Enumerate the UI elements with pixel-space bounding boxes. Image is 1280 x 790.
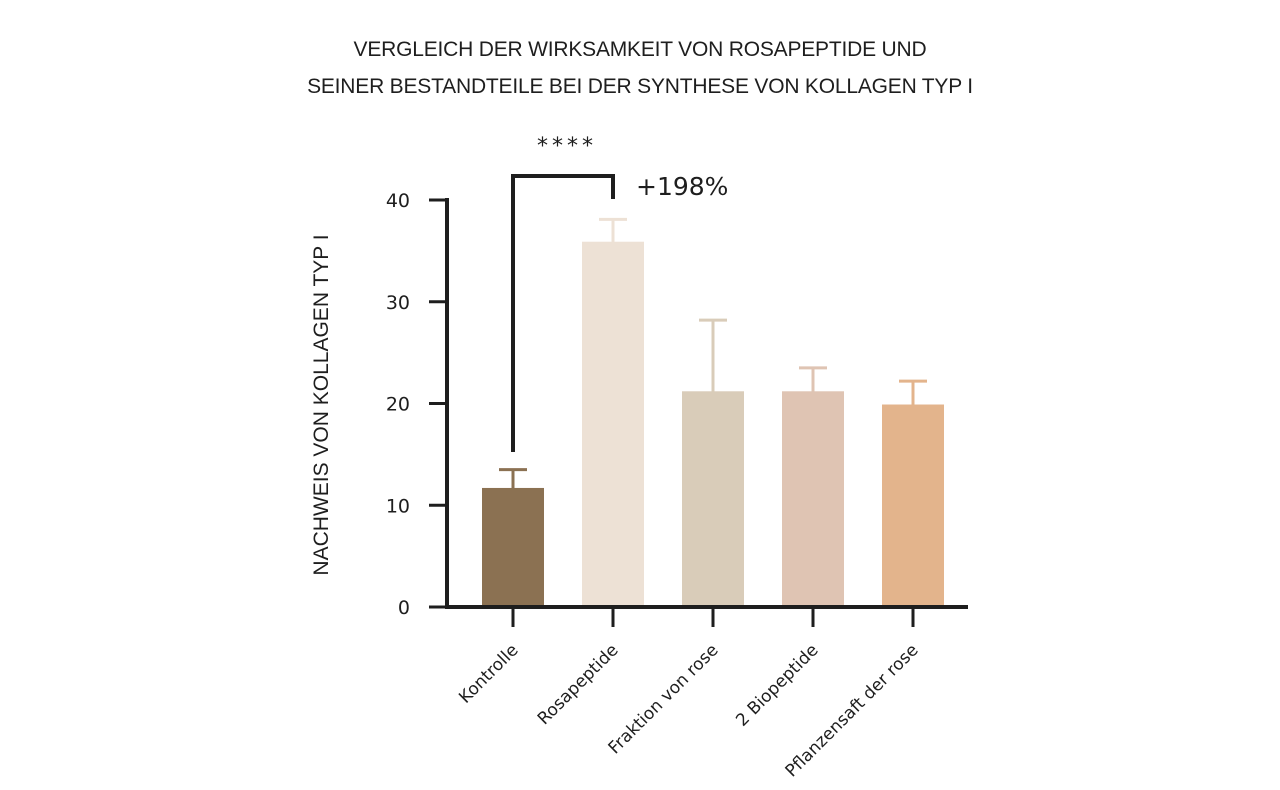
y-tick-label: 40 xyxy=(386,190,410,212)
chart-title-line-1: VERGLEICH DER WIRKSAMKEIT VON ROSAPEPTID… xyxy=(353,38,927,61)
x-tick-label: Kontrolle xyxy=(455,640,522,707)
error-bar xyxy=(899,379,927,407)
y-tick-label: 30 xyxy=(386,292,410,314)
significance-stars: **** xyxy=(537,134,597,159)
x-tick-label: 2 Biopeptide xyxy=(732,640,822,730)
error-bar xyxy=(599,217,627,244)
error-bar xyxy=(699,318,727,394)
chart-title-line-2: SEINER BESTANDTEILE BEI DER SYNTHESE VON… xyxy=(307,75,973,98)
y-axis-label: NACHWEIS VON KOLLAGEN TYP I xyxy=(310,234,333,575)
y-tick-label: 20 xyxy=(386,394,410,416)
bar xyxy=(482,487,544,605)
error-bar xyxy=(499,468,527,490)
significance-bracket-line xyxy=(511,174,615,452)
x-tick-label: Fraktion von rose xyxy=(605,640,723,758)
x-tick-label: Rosapeptide xyxy=(534,640,623,729)
bar xyxy=(582,241,644,605)
bar xyxy=(682,391,744,605)
error-bars xyxy=(499,217,927,490)
y-tick-label: 0 xyxy=(398,597,410,619)
bar xyxy=(882,404,944,605)
y-axis-ticks: 0 10 20 30 40 xyxy=(386,190,447,619)
bar xyxy=(782,391,844,605)
bars xyxy=(482,241,944,605)
significance-bracket: **** +198% xyxy=(511,134,728,452)
error-bar xyxy=(799,366,827,394)
y-tick-label: 10 xyxy=(386,495,410,517)
increase-annotation: +198% xyxy=(636,172,728,201)
